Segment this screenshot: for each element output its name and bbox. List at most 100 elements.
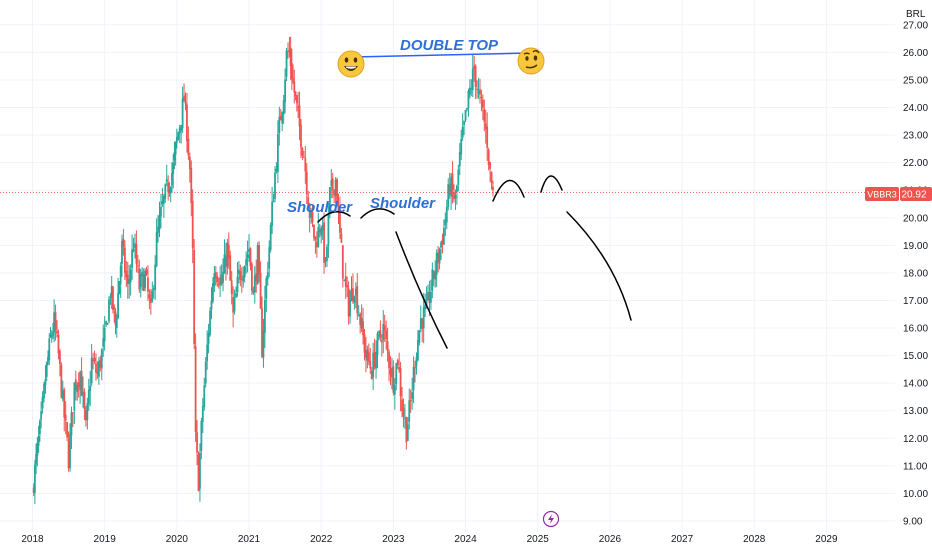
candle-body: [373, 352, 376, 368]
candle: [404, 403, 406, 429]
candle-body: [245, 258, 248, 266]
double-top-annotation[interactable]: DOUBLE TOP: [337, 37, 545, 78]
candle-body: [284, 79, 287, 103]
candle: [171, 162, 173, 194]
candle: [269, 222, 272, 253]
candle: [225, 242, 227, 281]
candle: [419, 305, 422, 333]
candle-body: [52, 332, 54, 336]
candle-body: [414, 366, 416, 369]
candle: [434, 260, 437, 288]
candle: [405, 416, 408, 450]
candle: [100, 348, 103, 381]
candle: [256, 242, 259, 285]
candle: [490, 171, 493, 190]
candle: [301, 146, 304, 161]
candle: [376, 331, 379, 369]
candle: [486, 112, 489, 161]
candle-body: [167, 182, 170, 193]
candle: [230, 271, 233, 305]
candle: [109, 293, 112, 305]
candle-body: [160, 206, 162, 217]
candle-body: [396, 360, 399, 366]
candle: [161, 188, 164, 208]
candle: [165, 164, 168, 187]
candle: [321, 217, 324, 240]
candle: [122, 229, 125, 256]
candle: [210, 287, 213, 320]
candle: [271, 186, 274, 235]
grid: [0, 0, 895, 532]
candle-body: [36, 442, 39, 456]
candle: [398, 352, 401, 373]
candle-body: [395, 363, 398, 385]
candle-body: [386, 341, 389, 351]
right-head-arc: [540, 175, 563, 193]
candle: [183, 83, 185, 102]
candle-body: [422, 307, 425, 329]
currency-label: BRL: [906, 9, 926, 20]
candle: [151, 281, 154, 303]
candle: [49, 327, 52, 339]
candle-body: [115, 318, 118, 328]
candle: [365, 337, 367, 373]
candle-body: [308, 205, 311, 218]
candle-body: [60, 364, 63, 398]
candle-body: [174, 142, 177, 155]
candle: [391, 357, 393, 390]
candle: [152, 284, 155, 299]
candle-body: [398, 367, 401, 371]
candle-body: [289, 47, 292, 66]
candle: [432, 270, 435, 287]
candle: [233, 289, 236, 315]
candle: [57, 329, 60, 360]
candle: [406, 417, 409, 442]
candle-body: [157, 226, 159, 233]
candle-body: [479, 89, 481, 95]
candle-body: [229, 255, 232, 281]
candle-body: [453, 191, 455, 200]
candle: [444, 212, 447, 237]
candle-body: [409, 399, 412, 401]
candle: [181, 86, 184, 134]
candle: [454, 189, 457, 211]
candle-body: [217, 284, 220, 286]
candle-body: [481, 99, 484, 108]
candle-body: [320, 227, 323, 236]
candle: [117, 277, 119, 320]
candle: [308, 202, 311, 233]
candle: [38, 419, 41, 442]
candle-body: [207, 332, 210, 344]
candle-body: [369, 360, 372, 369]
candle: [173, 141, 176, 170]
candle-body: [347, 288, 350, 317]
candle-body: [451, 173, 454, 191]
candle-body: [252, 290, 255, 293]
candle: [113, 304, 116, 323]
candle-body: [256, 245, 259, 285]
candle-body: [379, 330, 382, 338]
candle-body: [230, 280, 233, 294]
candle-body: [210, 300, 213, 310]
lightning-icon[interactable]: [542, 510, 560, 528]
candle-body: [279, 115, 282, 121]
candle: [347, 281, 350, 325]
candle-body: [285, 50, 288, 77]
candle: [212, 277, 214, 304]
candle-body: [196, 432, 198, 453]
candle: [193, 239, 196, 349]
candle: [123, 240, 126, 281]
candle-body: [357, 314, 360, 316]
candle: [115, 313, 118, 338]
candle: [473, 55, 476, 82]
candle: [442, 219, 445, 245]
candle: [48, 333, 51, 366]
left-shoulder-label: Shoulder: [287, 199, 353, 216]
candle: [236, 262, 239, 297]
candle-body: [393, 384, 396, 395]
candle-body: [48, 338, 51, 360]
candle: [74, 370, 77, 401]
candle-body: [37, 436, 40, 446]
candle-body: [233, 298, 236, 312]
